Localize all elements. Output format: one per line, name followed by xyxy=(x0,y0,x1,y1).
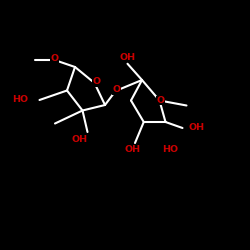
Text: O: O xyxy=(113,85,121,94)
Text: O: O xyxy=(157,96,165,105)
Text: O: O xyxy=(50,54,58,63)
Text: OH: OH xyxy=(72,136,88,144)
Text: OH: OH xyxy=(189,124,205,132)
Text: HO: HO xyxy=(12,96,28,104)
Text: O: O xyxy=(92,77,100,86)
Text: OH: OH xyxy=(120,53,136,62)
Text: HO: HO xyxy=(162,145,178,154)
Text: OH: OH xyxy=(124,146,140,154)
